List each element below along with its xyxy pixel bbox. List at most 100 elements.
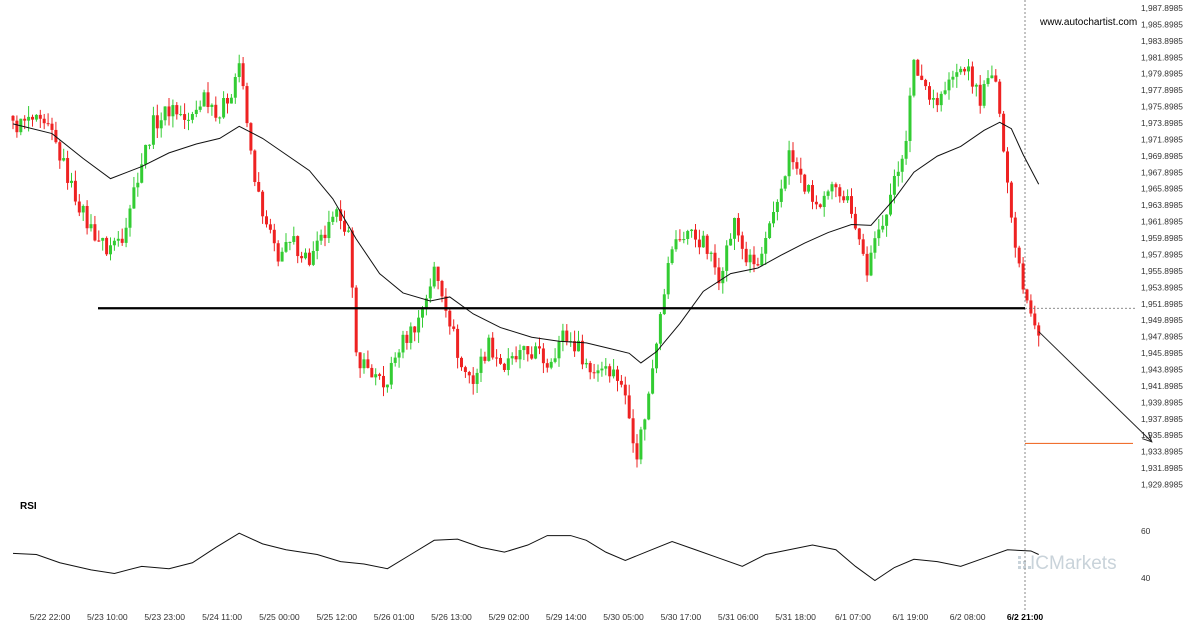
candle-body (931, 98, 935, 100)
candle-body (222, 98, 226, 118)
candle-body (799, 168, 803, 175)
candle-body (885, 214, 889, 226)
candle-body (666, 263, 670, 295)
candle-body (982, 84, 986, 106)
candle-body (226, 98, 229, 104)
candle-body (350, 230, 354, 288)
candle-body (323, 234, 327, 239)
y-tick-label: 1,937.8985 (1141, 414, 1183, 424)
candle-body (475, 372, 479, 384)
candle-body (647, 393, 651, 420)
candle-body (276, 243, 280, 262)
candle-body (842, 196, 846, 201)
candle-body (670, 249, 674, 264)
candle-body (713, 252, 717, 268)
candle-body (206, 92, 210, 107)
candle-body (721, 270, 725, 284)
candle-body (549, 361, 553, 368)
candle-body (791, 150, 795, 163)
x-tick-label: 5/22 22:00 (30, 612, 71, 622)
candle-body (11, 115, 15, 121)
candle-body (518, 350, 522, 360)
candle-body (916, 59, 920, 76)
candle-body (428, 286, 432, 299)
candle-body (268, 224, 272, 230)
candle-body (467, 372, 471, 376)
candle-body (526, 346, 530, 355)
candle-body (1006, 151, 1009, 183)
candle-body (397, 352, 401, 358)
candle-body (499, 357, 502, 364)
candle-body (565, 330, 569, 342)
candle-body (709, 252, 713, 254)
y-tick-label: 1,953.8985 (1141, 282, 1183, 292)
candle-body (557, 341, 561, 359)
candle-body (717, 267, 721, 284)
candle-body (417, 317, 421, 333)
candle-body (881, 225, 885, 230)
website-label: www.autochartist.com (1039, 17, 1137, 28)
candle-body (690, 229, 694, 232)
candle-body (432, 266, 436, 287)
x-tick-label: 5/23 10:00 (87, 612, 128, 622)
candle-body (183, 114, 187, 120)
candle-body (892, 175, 896, 195)
x-tick-label: 5/24 11:00 (202, 612, 242, 622)
candle-body (440, 280, 444, 297)
candle-body (58, 142, 62, 161)
candle-body (491, 337, 495, 358)
candle-body (545, 363, 549, 368)
candle-body (588, 362, 592, 373)
y-tick-label: 1,961.8985 (1141, 217, 1183, 227)
candle-body (128, 208, 132, 228)
candle-body (116, 238, 120, 241)
candle-body (850, 196, 853, 214)
candle-body (838, 187, 842, 197)
y-tick-label: 1,963.8985 (1141, 200, 1183, 210)
candle-body (272, 229, 276, 244)
candle-body (73, 180, 77, 202)
candle-body (951, 76, 955, 80)
candle-body (175, 105, 179, 115)
candle-body (807, 185, 811, 192)
candle-body (1009, 182, 1013, 218)
candle-body (31, 116, 34, 120)
candle-body (733, 217, 736, 239)
candle-body (284, 242, 288, 252)
candle-body (678, 239, 682, 241)
candle-body (978, 84, 982, 106)
candle-body (639, 429, 643, 460)
candle-body (27, 116, 31, 121)
candle-body (93, 224, 97, 241)
x-tick-label: 5/29 14:00 (546, 612, 587, 622)
candle-body (865, 253, 869, 276)
candle-body (779, 188, 783, 202)
candle-body (124, 227, 128, 243)
candle-body (237, 63, 241, 78)
candle-body (506, 358, 510, 370)
candle-body (456, 328, 460, 358)
candle-body (148, 144, 151, 146)
candle-body (495, 357, 499, 359)
candle-body (877, 229, 881, 239)
candle-body (682, 238, 686, 241)
candle-body (674, 239, 678, 250)
y-tick-label: 1,967.8985 (1141, 167, 1183, 177)
candle-body (853, 213, 857, 229)
candle-body (935, 98, 939, 106)
candle-body (463, 367, 467, 373)
candle-body (752, 254, 756, 265)
candle-body (861, 239, 865, 254)
y-tick-label: 1,955.8985 (1141, 266, 1183, 276)
candle-body (541, 348, 545, 364)
candle-body (608, 366, 612, 377)
candle-body (393, 357, 397, 363)
candle-body (604, 366, 608, 369)
candle-body (452, 326, 456, 329)
candle-body (339, 209, 343, 221)
candle-body (775, 201, 779, 212)
candle-body (144, 144, 148, 165)
candle-body (187, 119, 190, 121)
candle-body (502, 363, 506, 370)
